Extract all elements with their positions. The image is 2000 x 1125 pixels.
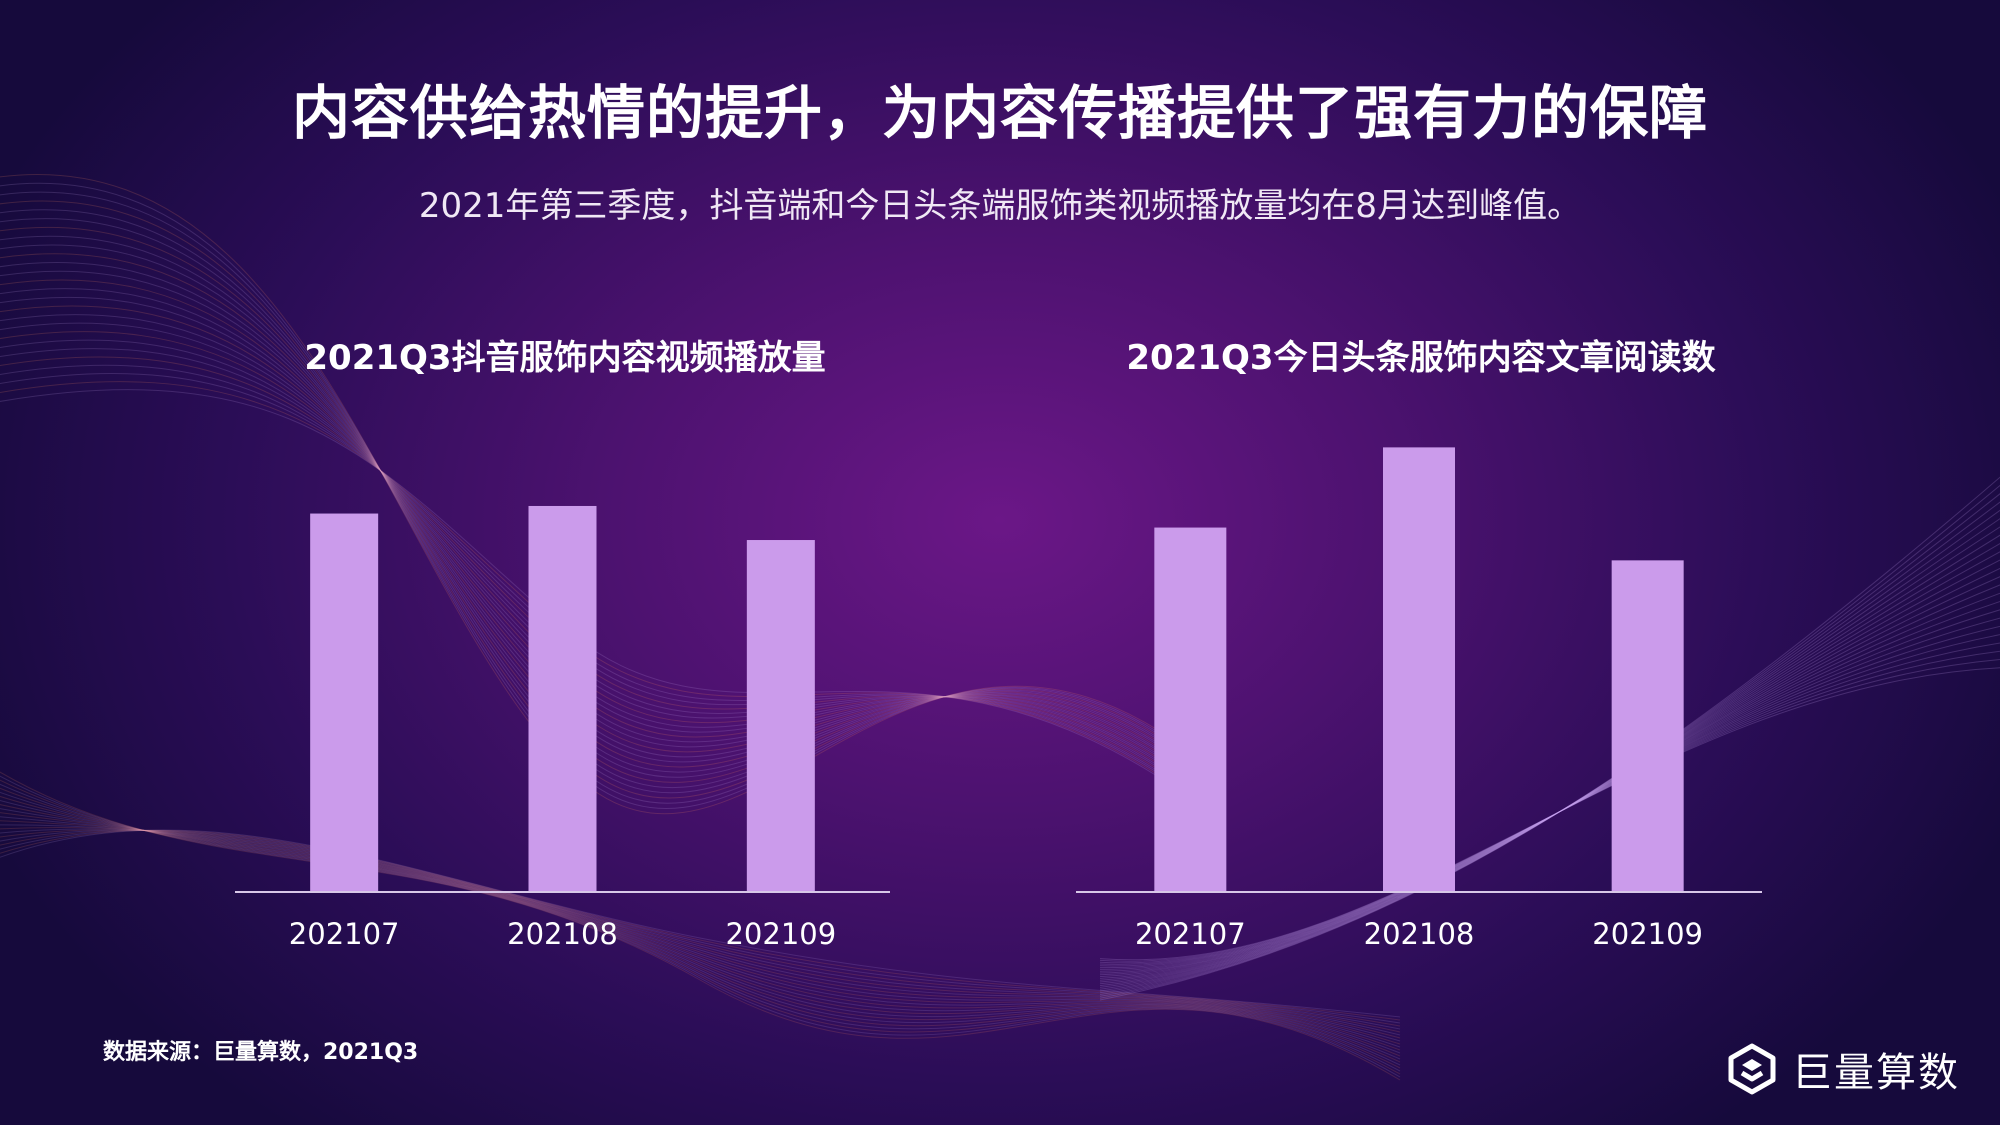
bar-202107: [1154, 527, 1227, 892]
x-tick-label: 202109: [725, 917, 836, 951]
toutiao-chart-panel: 2021Q3今日头条服饰内容文章阅读数 202107 202108 202109: [1076, 330, 1766, 970]
x-tick-label: 202108: [1364, 917, 1475, 951]
x-tick-label: 202108: [507, 917, 618, 951]
douyin-bar-chart: 202107 202108 202109: [235, 505, 890, 951]
bar-202108: [1383, 447, 1455, 892]
bar-202107: [310, 513, 379, 892]
page-subtitle: 2021年第三季度，抖音端和今日头条端服饰类视频播放量均在8月达到峰值。: [418, 186, 1582, 226]
bar-202108: [528, 505, 597, 892]
douyin-chart-title: 2021Q3抖音服饰内容视频播放量: [304, 338, 826, 378]
toutiao-chart-title: 2021Q3今日头条服饰内容文章阅读数: [1126, 338, 1716, 378]
douyin-chart-panel: 2021Q3抖音服饰内容视频播放量 202107 202108 202109: [235, 330, 895, 970]
data-source-note: 数据来源：巨量算数，2021Q3: [103, 1040, 419, 1065]
x-tick-label: 202107: [289, 917, 400, 951]
bar-202109: [746, 540, 815, 892]
bar-202109: [1611, 560, 1684, 892]
x-tick-label: 202109: [1592, 917, 1703, 951]
toutiao-bar-chart: 202107 202108 202109: [1076, 447, 1762, 951]
brand-name: 巨量算数: [1792, 1050, 1960, 1096]
page-title: 内容供给热情的提升，为内容传播提供了强有力的保障: [291, 79, 1708, 147]
brand-logo: 巨量算数: [1726, 1040, 1960, 1098]
x-tick-label: 202107: [1135, 917, 1246, 951]
brand-cube-icon: [1728, 1043, 1776, 1095]
